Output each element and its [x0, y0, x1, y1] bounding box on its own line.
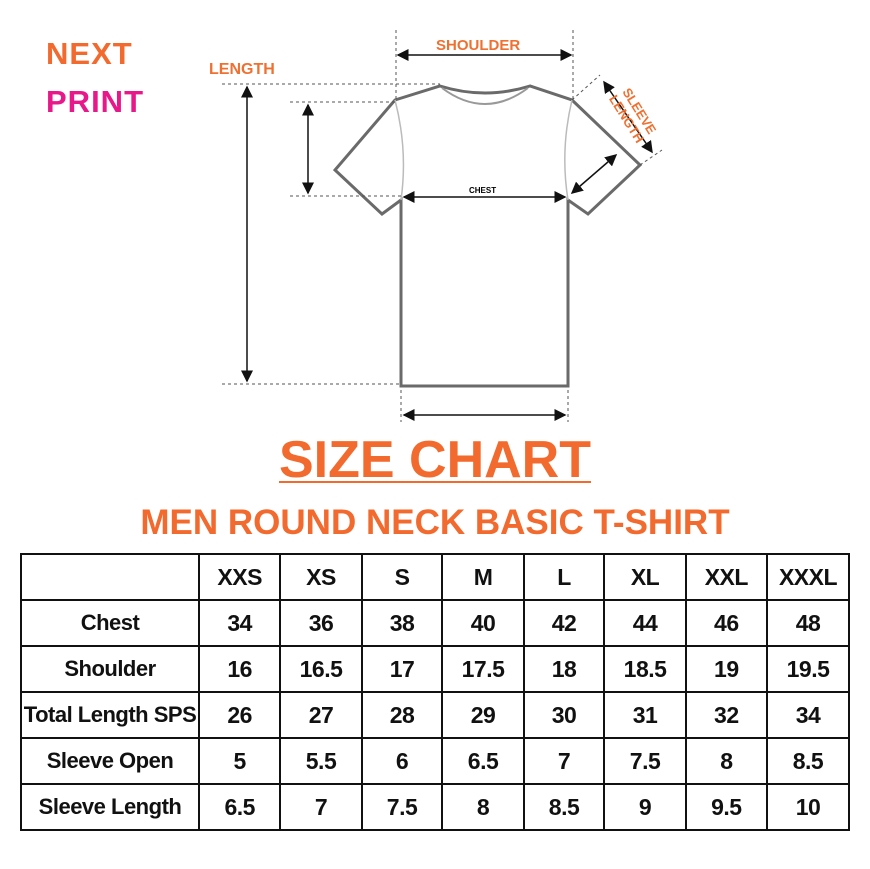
- shoulder-label: SHOULDER: [436, 37, 521, 54]
- page-title: SIZE CHART: [279, 431, 591, 489]
- table-cell: 44: [603, 599, 687, 647]
- table-cell: 5.5: [279, 737, 363, 785]
- header-cell: XL: [603, 553, 687, 601]
- size-table: XXS XS S M L XL XXL XXXL Chest 34 36 38 40 42…: [19, 553, 851, 831]
- table-cell: 36: [279, 599, 363, 647]
- table-cell: 38: [360, 599, 444, 647]
- table-row: Sleeve Length 6.5 7 7.5 8 8.5 9 9.5 10: [19, 783, 851, 831]
- header-cell: XXL: [684, 553, 768, 601]
- table-cell: 31: [603, 691, 687, 739]
- table-cell: 27: [279, 691, 363, 739]
- table-cell: 29: [441, 691, 525, 739]
- table-cell: 17: [360, 645, 444, 693]
- row-label: Total Length SPS: [19, 691, 201, 739]
- row-label: Sleeve Open: [19, 737, 201, 785]
- table-cell: 26: [198, 691, 282, 739]
- table-cell: 42: [522, 599, 606, 647]
- header-cell: XXS: [198, 553, 282, 601]
- table-cell: 46: [684, 599, 768, 647]
- table-cell: 18: [522, 645, 606, 693]
- table-cell: 7: [279, 783, 363, 831]
- table-cell: 16: [198, 645, 282, 693]
- table-cell: 6.5: [198, 783, 282, 831]
- table-cell: 7.5: [603, 737, 687, 785]
- table-cell: 40: [441, 599, 525, 647]
- table-cell: 48: [765, 599, 851, 647]
- table-cell: 7.5: [360, 783, 444, 831]
- table-row: Sleeve Open 5 5.5 6 6.5 7 7.5 8 8.5: [19, 737, 851, 785]
- table-row: Shoulder 16 16.5 17 17.5 18 18.5 19 19.5: [19, 645, 851, 693]
- tshirt-outline: [332, 84, 643, 388]
- table-cell: 6: [360, 737, 444, 785]
- table-cell: 9: [603, 783, 687, 831]
- table-cell: 19.5: [765, 645, 851, 693]
- table-header-row: XXS XS S M L XL XXL XXXL: [19, 553, 851, 601]
- table-cell: 7: [522, 737, 606, 785]
- table-cell: 8.5: [522, 783, 606, 831]
- tshirt-diagram: [222, 30, 663, 422]
- table-cell: 34: [765, 691, 851, 739]
- row-label: Shoulder: [19, 645, 201, 693]
- table-cell: 19: [684, 645, 768, 693]
- header-cell: [19, 553, 201, 601]
- table-cell: 17.5: [441, 645, 525, 693]
- table-cell: 16.5: [279, 645, 363, 693]
- length-label: LENGTH: [209, 61, 275, 78]
- table-cell: 28: [360, 691, 444, 739]
- row-label: Sleeve Length: [19, 783, 201, 831]
- table-cell: 18.5: [603, 645, 687, 693]
- header-cell: XS: [279, 553, 363, 601]
- row-label: Chest: [19, 599, 201, 647]
- header-cell: M: [441, 553, 525, 601]
- table-cell: 32: [684, 691, 768, 739]
- table-cell: 10: [765, 783, 851, 831]
- chest-label: CHEST: [469, 186, 497, 195]
- header-cell: S: [360, 553, 444, 601]
- table-cell: 8: [441, 783, 525, 831]
- table-cell: 9.5: [684, 783, 768, 831]
- subtitle: MEN ROUND NECK BASIC T-SHIRT: [140, 503, 730, 542]
- table-cell: 8: [684, 737, 768, 785]
- table-cell: 8.5: [765, 737, 851, 785]
- header-cell: XXXL: [765, 553, 851, 601]
- table-cell: 34: [198, 599, 282, 647]
- table-cell: 30: [522, 691, 606, 739]
- table-cell: 6.5: [441, 737, 525, 785]
- logo-print: PRINT: [46, 84, 144, 119]
- table-cell: 5: [198, 737, 282, 785]
- header-cell: L: [522, 553, 606, 601]
- table-row: Total Length SPS 26 27 28 29 30 31 32 34: [19, 691, 851, 739]
- table-row: Chest 34 36 38 40 42 44 46 48: [19, 599, 851, 647]
- logo-next: NEXT: [46, 36, 133, 71]
